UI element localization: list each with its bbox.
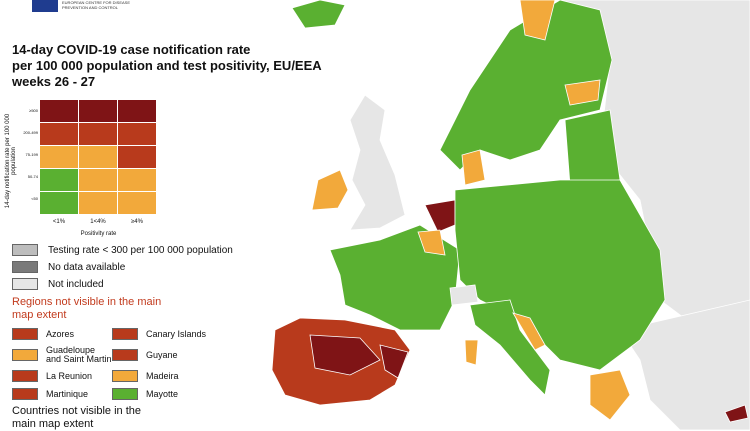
- matrix-cell: [79, 123, 117, 145]
- matrix-row-label: <50: [31, 196, 38, 201]
- matrix-x-label: 1<4%: [90, 219, 106, 225]
- legend-item: Testing rate < 300 per 100 000 populatio…: [12, 244, 233, 256]
- iceland: [291, 0, 346, 29]
- region-item: Martinique: [12, 388, 112, 400]
- uk: [349, 94, 406, 231]
- switzerland: [449, 284, 479, 306]
- region-swatch: [112, 370, 138, 382]
- region-item: Mayotte: [112, 388, 242, 400]
- region-item: La Reunion: [12, 370, 112, 382]
- legend: Testing rate < 300 per 100 000 populatio…: [12, 244, 233, 290]
- spain-south: [379, 344, 409, 379]
- cyprus: [724, 404, 749, 423]
- legend-label: Not included: [48, 278, 104, 290]
- matrix-cell: [118, 100, 156, 122]
- region-name: Azores: [46, 328, 75, 339]
- matrix-cell: [79, 192, 117, 214]
- title-line: per 100 000 population and test positivi…: [12, 58, 322, 73]
- matrix-cell: [118, 169, 156, 191]
- matrix-row-label: ≥500: [29, 108, 38, 113]
- legend-swatch: [12, 244, 38, 256]
- greece: [589, 369, 631, 421]
- matrix-cell: [79, 146, 117, 168]
- region-swatch: [12, 349, 38, 361]
- matrix-row-label: 75-199: [25, 152, 38, 157]
- region-name: Guyane: [146, 349, 178, 360]
- region-name: Guadeloupe and Saint Martin: [46, 345, 112, 364]
- matrix-row-label: 200-499: [23, 130, 38, 135]
- legend-swatch: [12, 278, 38, 290]
- legend-item: No data available: [12, 261, 233, 273]
- title: 14-day COVID-19 case notification rate p…: [12, 42, 322, 90]
- sardinia: [464, 339, 479, 366]
- matrix-x-label: ≥4%: [131, 219, 143, 225]
- sweden-orange: [519, 0, 556, 41]
- legend-label: Testing rate < 300 per 100 000 populatio…: [48, 244, 233, 256]
- logo: [32, 0, 58, 12]
- matrix-x-title: Positivity rate: [80, 231, 117, 237]
- matrix-cell: [40, 100, 78, 122]
- region-name: La Reunion: [46, 370, 93, 381]
- legend-label: No data available: [48, 261, 126, 273]
- region-item: Azores: [12, 328, 112, 340]
- matrix-cell: [118, 123, 156, 145]
- matrix-row-label: 50-74: [27, 174, 38, 179]
- title-line: 14-day COVID-19 case notification rate: [12, 42, 251, 57]
- italy: [469, 299, 551, 396]
- matrix-y-axis: 14-day notification rate per 100 000 pop…: [5, 100, 17, 220]
- countries-title: Countries not visible in the main map ex…: [12, 405, 142, 430]
- matrix-cell: [40, 192, 78, 214]
- title-line: weeks 26 - 27: [12, 74, 96, 89]
- legend-item: Not included: [12, 278, 233, 290]
- regions-list: Azores Canary Islands Guadeloupe and Saint…: [12, 328, 262, 400]
- region-swatch: [112, 388, 138, 400]
- region-item: Guyane: [112, 346, 242, 364]
- matrix-cell: [40, 123, 78, 145]
- matrix-cell: [40, 146, 78, 168]
- non-eu-land: [619, 299, 750, 430]
- benelux: [424, 199, 456, 233]
- matrix-cell: [79, 100, 117, 122]
- central-europe: [454, 179, 666, 371]
- ireland: [311, 169, 349, 211]
- matrix-cell: [118, 146, 156, 168]
- belgium: [417, 229, 446, 256]
- region-item: Canary Islands: [112, 328, 242, 340]
- region-item: Guadeloupe and Saint Martin: [12, 346, 112, 364]
- agency-name: EUROPEAN CENTRE FOR DISEASE PREVENTION A…: [62, 0, 131, 10]
- legend-swatch: [12, 261, 38, 273]
- region-name: Mayotte: [146, 388, 179, 399]
- region-swatch: [112, 328, 138, 340]
- region-name: Madeira: [146, 370, 179, 381]
- italy-orange: [512, 312, 546, 351]
- region-swatch: [12, 328, 38, 340]
- finland-orange: [564, 79, 601, 106]
- regions-title: Regions not visible in the main map exte…: [12, 296, 162, 321]
- matrix-x-label: <1%: [52, 219, 66, 225]
- region-swatch: [112, 349, 138, 361]
- matrix-cell: [40, 169, 78, 191]
- matrix-cell: [79, 169, 117, 191]
- region-item: Madeira: [112, 370, 242, 382]
- matrix-cell: [118, 192, 156, 214]
- region-name: Martinique: [46, 388, 89, 399]
- spain-core: [309, 334, 381, 376]
- region-swatch: [12, 370, 38, 382]
- matrix-y-label: 14-day notification rate per 100 000 pop…: [5, 113, 17, 209]
- region-name: Canary Islands: [146, 328, 207, 339]
- region-swatch: [12, 388, 38, 400]
- denmark: [461, 149, 486, 186]
- baltics: [564, 109, 621, 186]
